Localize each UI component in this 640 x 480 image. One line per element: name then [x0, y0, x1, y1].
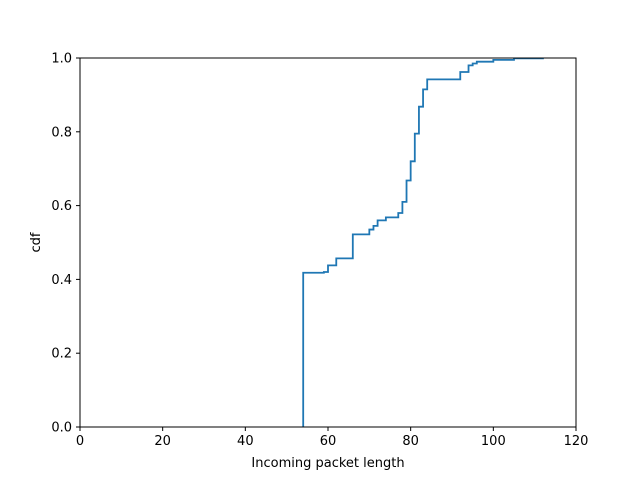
y-tick-label: 0.4 [51, 273, 72, 288]
y-tick-label: 0.8 [51, 125, 72, 140]
x-tick-label: 120 [564, 434, 589, 449]
y-tick-label: 1.0 [51, 52, 72, 67]
x-tick-label: 20 [154, 434, 171, 449]
x-tick-label: 0 [76, 434, 84, 449]
x-axis-label: Incoming packet length [251, 456, 404, 471]
x-tick-label: 100 [481, 434, 506, 449]
y-tick-label: 0.2 [51, 347, 72, 362]
y-axis-label: cdf [29, 232, 44, 252]
x-axis-ticks: 0 20 40 60 80 100 120 [76, 427, 589, 449]
y-tick-label: 0.0 [51, 421, 72, 436]
y-tick-label: 0.6 [51, 199, 72, 214]
y-axis-ticks: 0.0 0.2 0.4 0.6 0.8 1.0 [51, 52, 80, 436]
x-tick-label: 80 [402, 434, 419, 449]
x-tick-label: 40 [237, 434, 254, 449]
x-tick-label: 60 [320, 434, 337, 449]
cdf-series-line [302, 57, 544, 427]
series-layer [302, 57, 544, 427]
plot-area [80, 58, 576, 427]
